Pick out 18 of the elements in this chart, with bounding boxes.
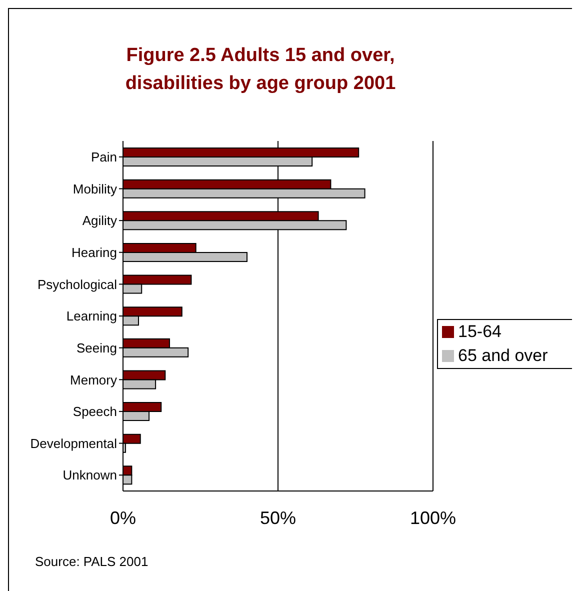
y-tick-label: Developmental <box>30 436 118 451</box>
x-tick-label: 0% <box>110 508 136 528</box>
legend-label: 65 and over <box>458 346 548 364</box>
chart-title: Figure 2.5 Adults 15 and over, disabilities by age group 2001 <box>125 44 396 96</box>
y-tick-label: Speech <box>72 404 117 420</box>
y-tick-label: Pain <box>90 150 117 165</box>
legend-label: 15-64 <box>458 322 502 340</box>
y-tick-label: Unknown <box>62 468 117 483</box>
source-note: Source: PALS 2001 <box>35 554 150 569</box>
y-tick-label: Psychological <box>38 276 118 292</box>
y-tick-label: Hearing <box>71 244 117 260</box>
x-tick-label: 100% <box>410 508 456 528</box>
y-tick-label: Learning <box>66 308 117 324</box>
y-tick-label: Memory <box>70 372 118 388</box>
y-tick-label: Mobility <box>72 181 118 196</box>
y-tick-label: Seeing <box>76 340 117 356</box>
y-tick-label: Agility <box>82 213 118 228</box>
x-tick-label: 50% <box>260 508 296 528</box>
